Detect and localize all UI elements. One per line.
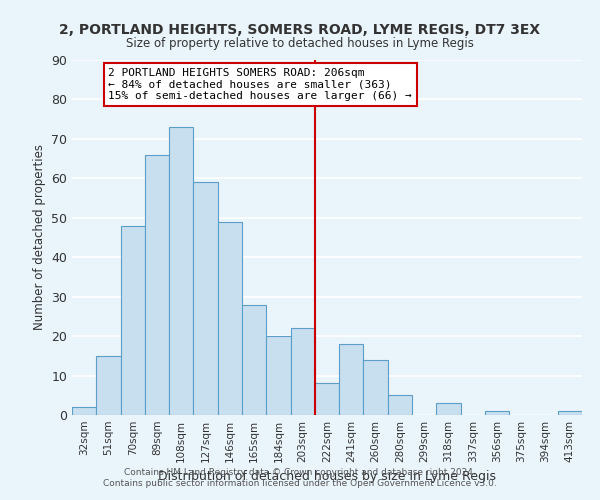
Text: 2 PORTLAND HEIGHTS SOMERS ROAD: 206sqm
← 84% of detached houses are smaller (363: 2 PORTLAND HEIGHTS SOMERS ROAD: 206sqm ←… — [109, 68, 412, 101]
Bar — [145, 154, 169, 415]
Bar — [558, 411, 582, 415]
Bar — [315, 384, 339, 415]
Bar — [436, 403, 461, 415]
Bar — [290, 328, 315, 415]
Bar — [364, 360, 388, 415]
Bar — [339, 344, 364, 415]
Bar — [169, 127, 193, 415]
X-axis label: Distribution of detached houses by size in Lyme Regis: Distribution of detached houses by size … — [158, 470, 496, 484]
Text: Contains HM Land Registry data © Crown copyright and database right 2024.
Contai: Contains HM Land Registry data © Crown c… — [103, 468, 497, 487]
Bar — [72, 407, 96, 415]
Bar — [96, 356, 121, 415]
Bar — [218, 222, 242, 415]
Bar — [121, 226, 145, 415]
Y-axis label: Number of detached properties: Number of detached properties — [32, 144, 46, 330]
Bar — [266, 336, 290, 415]
Bar — [242, 304, 266, 415]
Text: Size of property relative to detached houses in Lyme Regis: Size of property relative to detached ho… — [126, 38, 474, 51]
Text: 2, PORTLAND HEIGHTS, SOMERS ROAD, LYME REGIS, DT7 3EX: 2, PORTLAND HEIGHTS, SOMERS ROAD, LYME R… — [59, 22, 541, 36]
Bar — [193, 182, 218, 415]
Bar — [388, 396, 412, 415]
Bar — [485, 411, 509, 415]
